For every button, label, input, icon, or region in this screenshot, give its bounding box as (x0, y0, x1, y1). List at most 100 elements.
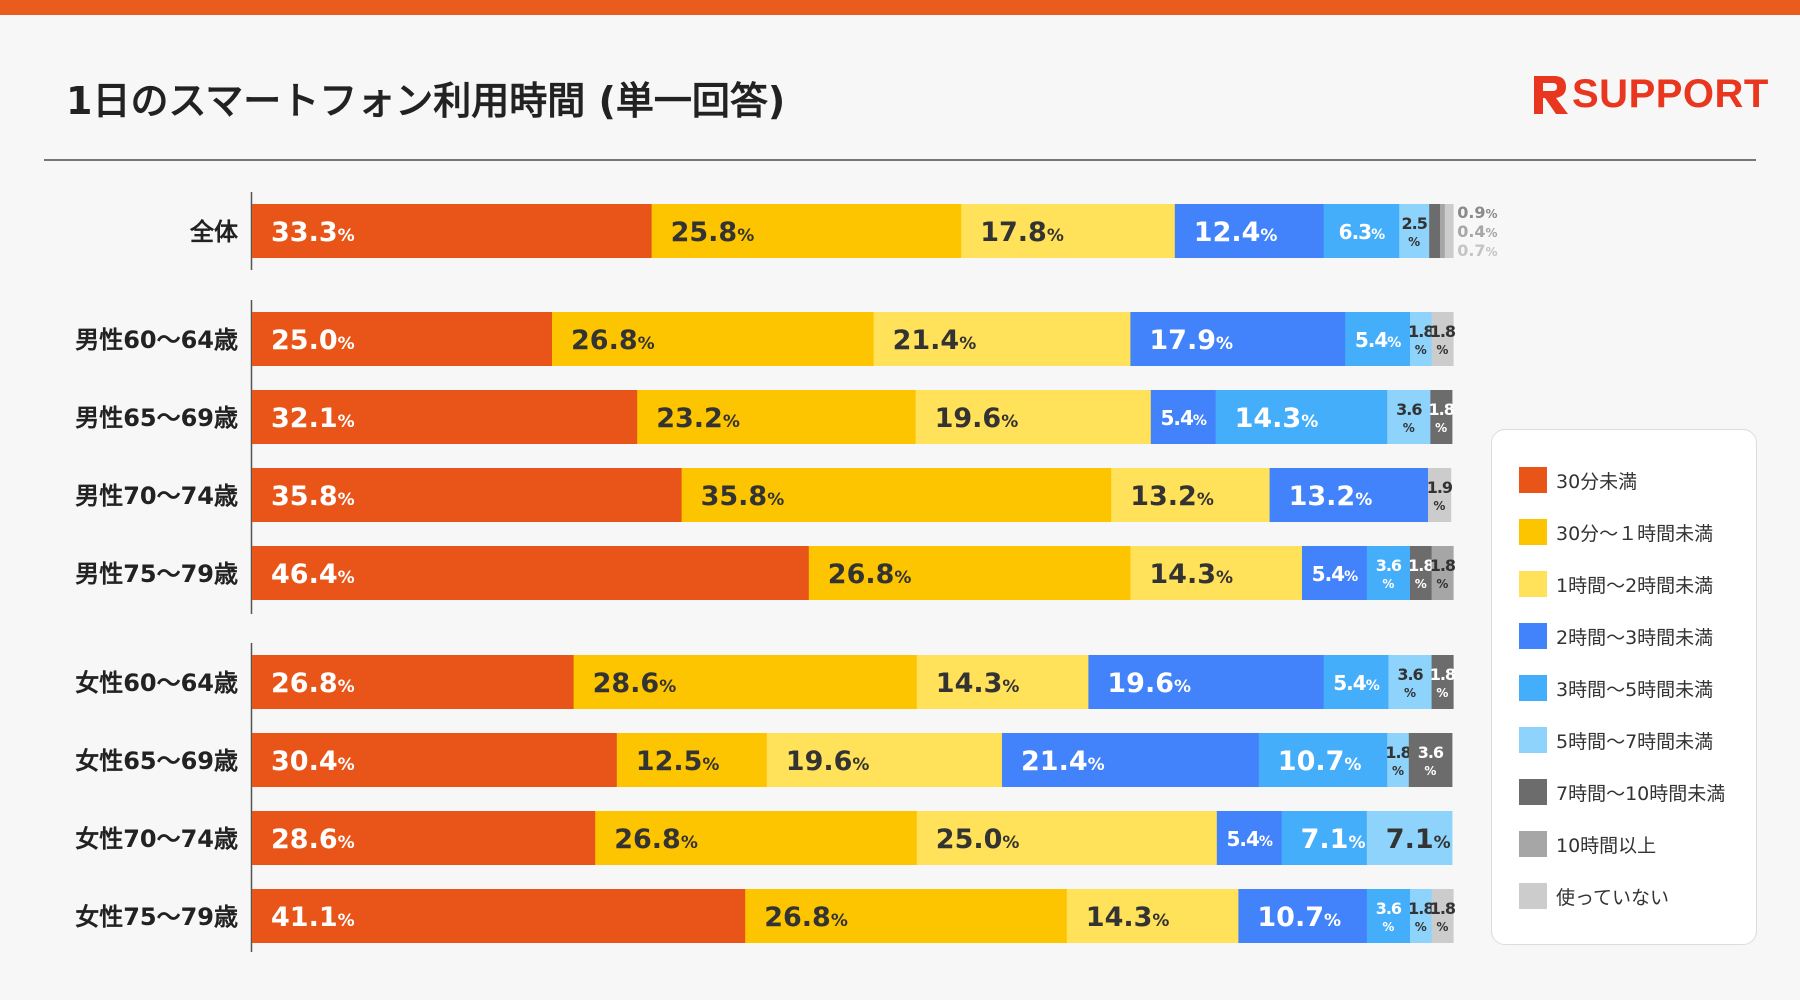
legend-label: 10時間以上 (1556, 834, 1657, 857)
data-label: 3.6 (1376, 556, 1402, 575)
legend-item: 使っていない (1519, 883, 1669, 909)
bar-segment (1302, 546, 1368, 600)
bar-segment (252, 390, 638, 444)
bar-segment (1366, 889, 1411, 943)
data-label: 1.8 (1430, 665, 1456, 684)
bar-segment (961, 204, 1176, 258)
page-title: 1日のスマートフォン利用時間 (単一回答) (66, 79, 786, 123)
bar-segment (651, 204, 962, 258)
logo-r-icon (1534, 75, 1568, 114)
legend-label: 2時間〜3時間未満 (1556, 626, 1714, 649)
data-label: 3.6 (1376, 899, 1402, 918)
bar-segment (681, 468, 1112, 522)
bar-segment (252, 312, 553, 366)
data-label: 3.6 (1397, 665, 1423, 684)
data-label-unit: % (1382, 920, 1394, 934)
category-label: 男性75〜79歳 (75, 560, 238, 588)
legend-item: 30分〜１時間未満 (1519, 519, 1713, 545)
bar-segment (1323, 204, 1400, 258)
bar-segment (808, 546, 1131, 600)
data-label: 28.6% (271, 824, 355, 855)
data-label: 3.6 (1396, 400, 1422, 419)
data-label: 5.4% (1355, 328, 1401, 352)
data-label: 14.3% (1086, 902, 1170, 933)
bar-segment (1366, 546, 1411, 600)
category-label: 女性75〜79歳 (75, 903, 238, 931)
category-label: 全体 (189, 218, 239, 246)
bar-segment (1410, 889, 1432, 943)
bar-segment (1429, 204, 1441, 258)
category-label: 男性65〜69歳 (75, 404, 238, 432)
bar-segment (252, 655, 574, 709)
legend-item: 1時間〜2時間未満 (1519, 571, 1713, 597)
bar-segment (915, 390, 1152, 444)
bar-segment (1387, 733, 1410, 787)
bar-segment (766, 733, 1003, 787)
bar-segment (916, 811, 1218, 865)
bar-segment (1428, 468, 1452, 522)
bar-segment (252, 733, 618, 787)
bar-segment (252, 811, 596, 865)
category-label: 女性65〜69歳 (75, 747, 238, 775)
bar-segment (552, 312, 874, 366)
bar-segment (1399, 204, 1430, 258)
bar-segment (1111, 468, 1270, 522)
bar-segment (1174, 204, 1324, 258)
bar-segment (1408, 733, 1453, 787)
bar-segment (916, 655, 1089, 709)
bar-segment (1281, 811, 1368, 865)
data-label: 5.4% (1333, 671, 1379, 695)
legend: 30分未満 30分〜１時間未満 1時間〜2時間未満 2時間〜3時間未満 3時間〜5時間未… (1491, 429, 1757, 945)
bar-segment (1410, 546, 1432, 600)
bar-segment (252, 889, 746, 943)
bar-segment (1431, 546, 1454, 600)
legend-swatch (1519, 831, 1547, 857)
data-label-outside: 0.9% (1457, 203, 1497, 222)
brand-name: SUPPORT (1572, 72, 1769, 116)
legend-item: 10時間以上 (1519, 831, 1656, 857)
bar-segment (1150, 390, 1216, 444)
legend-item: 3時間〜5時間未満 (1519, 675, 1713, 701)
data-label-unit: % (1436, 577, 1448, 591)
data-label-unit: % (1436, 343, 1448, 357)
legend-swatch (1519, 727, 1547, 753)
legend-item: 7時間〜10時間未満 (1519, 779, 1725, 805)
bar-segment (1216, 811, 1282, 865)
bar-segment (1130, 312, 1346, 366)
bar-segment (1258, 733, 1388, 787)
bar-segment (573, 655, 918, 709)
bar-segment (873, 312, 1131, 366)
legend-label: 使っていない (1556, 886, 1670, 909)
data-label-unit: % (1404, 686, 1416, 700)
data-label-unit: % (1392, 764, 1404, 778)
bar-segment (1345, 312, 1411, 366)
legend-swatch (1519, 623, 1547, 649)
data-label-unit: % (1403, 421, 1415, 435)
legend-swatch (1519, 571, 1547, 597)
bar-segment (1269, 468, 1429, 522)
bar-segment (1215, 390, 1388, 444)
bar-segment (252, 204, 652, 258)
legend-label: 7時間〜10時間未満 (1556, 782, 1726, 805)
data-label: 5.4% (1312, 562, 1358, 586)
bar-segment (1002, 733, 1260, 787)
legend-item: 5時間〜7時間未満 (1519, 727, 1713, 753)
data-label: 1.8 (1385, 743, 1411, 762)
category-label: 女性60〜64歳 (75, 669, 238, 697)
bar-segment (1440, 204, 1446, 258)
bar-segment (1088, 655, 1324, 709)
legend-label: 30分未満 (1556, 470, 1638, 493)
legend-label: 5時間〜7時間未満 (1556, 730, 1714, 753)
data-label: 33.3% (271, 217, 355, 248)
data-label-unit: % (1415, 920, 1427, 934)
data-label: 1.9 (1427, 478, 1453, 497)
bar-segment (1323, 655, 1389, 709)
bar-segment (1431, 655, 1454, 709)
data-label: 1.8 (1430, 322, 1456, 341)
data-label-unit: % (1436, 686, 1448, 700)
data-label-outside: 0.7% (1457, 241, 1497, 260)
data-label: 1.8 (1408, 899, 1434, 918)
data-label: 3.6 (1418, 743, 1444, 762)
legend-label: 3時間〜5時間未満 (1556, 678, 1714, 701)
